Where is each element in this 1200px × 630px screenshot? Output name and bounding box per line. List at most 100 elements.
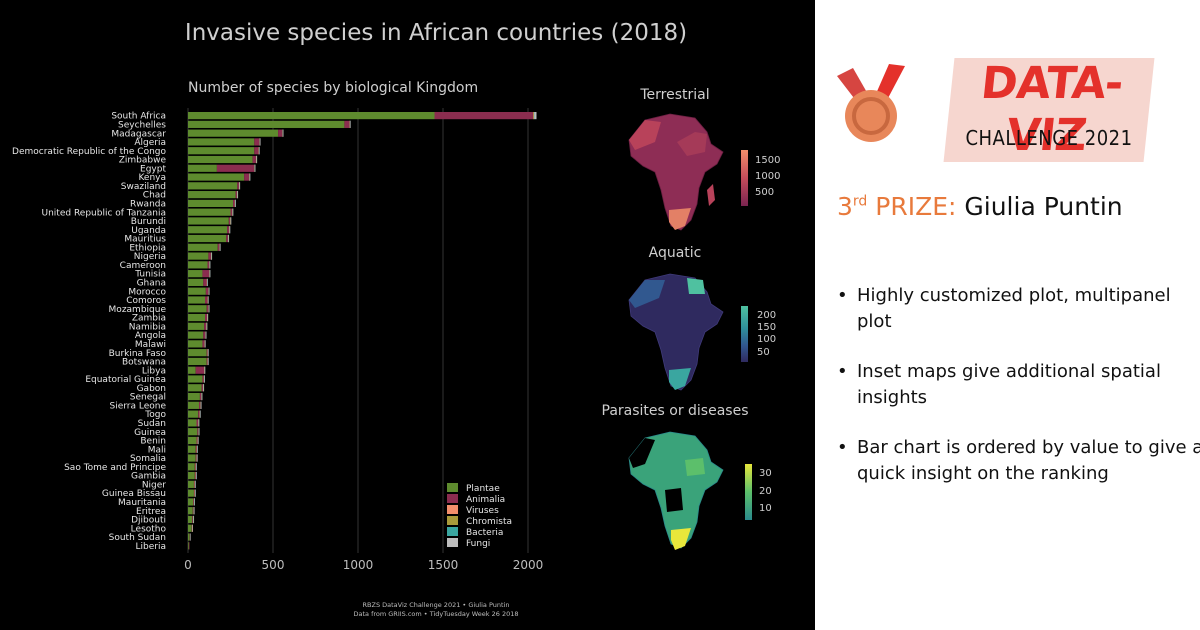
bar-segment xyxy=(202,375,204,383)
bar-segment xyxy=(188,445,196,453)
y-tick-label: Sierra Leone xyxy=(109,401,166,411)
bar-segment xyxy=(192,524,193,532)
bar-segment xyxy=(188,155,253,164)
y-tick-label: Chad xyxy=(143,191,166,201)
y-tick-label: Algeria xyxy=(134,138,166,148)
y-tick-label: Lesotho xyxy=(131,524,167,534)
bar-segment xyxy=(189,533,191,541)
bar-segment xyxy=(256,155,258,164)
bar-segment xyxy=(188,322,205,330)
bar-segment xyxy=(205,296,208,304)
bar-segment xyxy=(190,533,191,541)
africa-map-terrestrial xyxy=(628,113,724,231)
highlight-item: Inset maps give additional spatial insig… xyxy=(837,359,1200,411)
bar-segment xyxy=(188,515,193,524)
bar-segment xyxy=(192,515,193,524)
bar-segment xyxy=(201,392,203,401)
bar-segment xyxy=(188,489,194,497)
bar-segment xyxy=(188,313,205,322)
bars xyxy=(188,112,537,550)
y-tick-label: Somalia xyxy=(130,454,166,464)
y-tick-label: Gambia xyxy=(131,472,166,482)
y-tick-label: Sudan xyxy=(138,419,166,429)
bar-segment xyxy=(350,120,351,128)
bar-segment xyxy=(230,208,233,216)
legend-label: Animalia xyxy=(466,495,505,505)
bar-segment xyxy=(232,208,234,216)
bar-segment xyxy=(194,498,195,506)
legend-label: Plantae xyxy=(466,484,500,494)
prize-heading: 3rd PRIZE: Giulia Puntin xyxy=(837,192,1123,221)
bar-segment xyxy=(198,419,200,427)
y-tick-label: Ghana xyxy=(137,279,166,289)
bar-segment xyxy=(208,357,209,366)
bar-segment xyxy=(188,507,193,515)
bar-segment xyxy=(206,305,209,313)
bar-segment xyxy=(230,217,232,225)
bar-segment xyxy=(211,252,213,260)
y-tick-label: Swaziland xyxy=(121,182,166,192)
y-tick-label: Niger xyxy=(142,480,166,490)
bar-segment xyxy=(188,463,195,471)
bar-segment xyxy=(206,322,208,330)
bar-segment xyxy=(533,112,535,120)
bar-segment xyxy=(208,287,210,295)
bar-segment xyxy=(188,498,194,506)
bar-segment xyxy=(203,278,207,287)
bar-segment xyxy=(216,164,255,172)
bar-segment xyxy=(188,199,234,207)
highlights-list: Highly customized plot, multipanel plot … xyxy=(837,283,1200,511)
bar-segment xyxy=(239,182,241,190)
medal-icon xyxy=(837,64,905,142)
y-tick-label: Morocco xyxy=(128,287,166,297)
bar-segment xyxy=(196,463,197,471)
bar-segment xyxy=(188,542,189,550)
bar-segment xyxy=(193,489,195,497)
y-tick-label: South Africa xyxy=(111,112,166,122)
y-tick-label: Nigeria xyxy=(134,252,166,262)
legend-swatch xyxy=(447,516,458,525)
y-tick-label: Madagascar xyxy=(111,129,166,139)
y-tick-label: Benin xyxy=(140,437,166,447)
bar-segment xyxy=(198,410,200,418)
bar-segment xyxy=(188,191,236,199)
bar-segment xyxy=(197,454,198,462)
bar-segment xyxy=(188,270,203,278)
bar-segment xyxy=(202,270,210,278)
y-tick-label: Mali xyxy=(148,445,166,455)
caption-line2: Data from GRIIS.com • TidyTuesday Week 2… xyxy=(353,610,518,618)
y-tick-label: Liberia xyxy=(136,542,166,552)
y-tick-label: Mauritius xyxy=(124,235,166,245)
bar-segment xyxy=(235,191,237,199)
y-tick-label: Tunisia xyxy=(134,270,166,280)
bar-segment xyxy=(188,261,208,269)
bar-segment xyxy=(188,375,203,383)
x-tick-label: 500 xyxy=(262,558,285,572)
bar-segment xyxy=(194,463,196,471)
legend-terrestrial-tick: 500 xyxy=(755,187,774,198)
y-tick-label: United Republic of Tanzania xyxy=(42,208,166,218)
bar-segment xyxy=(188,208,231,216)
bar-segment xyxy=(197,428,199,436)
y-tick-label: Zambia xyxy=(132,314,166,324)
legend-terrestrial: 1500 1000 500 xyxy=(741,150,780,206)
highlight-item: Highly customized plot, multipanel plot xyxy=(837,283,1200,335)
bar-segment xyxy=(195,489,196,497)
y-tick-label: Cameroon xyxy=(120,261,166,271)
map-parasites: Parasites or diseases 30 20 10 xyxy=(602,403,772,550)
bar-segment xyxy=(198,436,199,445)
bar-segment xyxy=(188,533,190,541)
bar-segment xyxy=(200,401,202,409)
y-tick-label: Comoros xyxy=(126,296,166,306)
bar-segment xyxy=(188,252,209,260)
bar-segment xyxy=(344,120,350,128)
bar-segment xyxy=(208,305,210,313)
y-tick-label: Burkina Faso xyxy=(109,349,167,359)
bar-segment xyxy=(196,471,197,480)
bar-segment xyxy=(195,366,205,374)
bar-segment xyxy=(188,173,245,181)
bar-segment xyxy=(198,428,200,436)
y-tick-label: Eritrea xyxy=(136,507,166,517)
bar-segment xyxy=(208,296,209,304)
bar-segment xyxy=(197,445,198,453)
